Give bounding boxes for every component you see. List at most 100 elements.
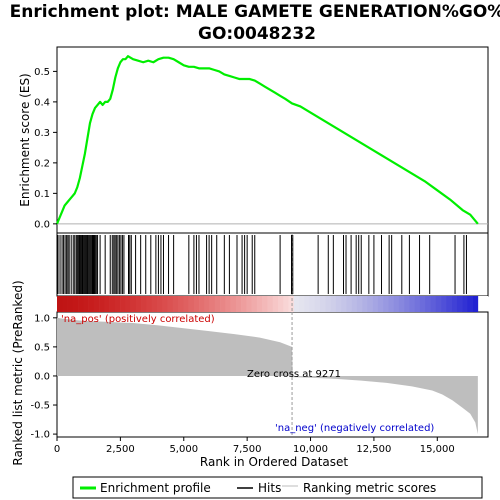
colorbar-segment <box>304 296 310 312</box>
colorbar-segment <box>467 296 473 312</box>
colorbar-segment <box>356 296 363 312</box>
enrichment-profile-line <box>55 55 479 225</box>
es-y-tick-label: 0.5 <box>34 67 50 78</box>
colorbar-segment <box>277 296 284 312</box>
colorbar-segment <box>414 296 421 312</box>
colorbar-segment <box>130 296 137 312</box>
colorbar-segment <box>367 296 373 312</box>
colorbar-segment <box>62 296 68 312</box>
annotation-negative: 'na_neg' (negatively correlated) <box>275 423 434 434</box>
colorbar-segment <box>125 296 131 312</box>
colorbar-segment <box>209 296 216 312</box>
colorbar-segment <box>183 296 189 312</box>
colorbar-segment <box>193 296 200 312</box>
colorbar-segment <box>272 296 279 312</box>
es-y-tick-label: 0.2 <box>34 158 50 169</box>
colorbar-segment <box>72 296 79 312</box>
colorbar-segment <box>462 296 468 312</box>
colorbar-segment <box>293 296 300 312</box>
colorbar-segment <box>267 296 273 312</box>
colorbar-segment <box>177 296 184 312</box>
colorbar-segment <box>225 296 231 312</box>
annotation-zero-cross: Zero cross at 9271 <box>247 369 341 380</box>
colorbar-segment <box>67 296 74 312</box>
colorbar-segment <box>167 296 174 312</box>
colorbar-segment <box>451 296 458 312</box>
colorbar-segment <box>351 296 358 312</box>
colorbar-segment <box>404 296 410 312</box>
metric-y-tick-label: 0.0 <box>34 371 50 382</box>
colorbar-segment <box>251 296 258 312</box>
colorbar-segment <box>78 296 84 312</box>
colorbar-segment <box>88 296 95 312</box>
es-y-tick-label: 0.3 <box>34 128 50 139</box>
colorbar-segment <box>156 296 163 312</box>
colorbar-segment <box>472 296 479 312</box>
colorbar-segment <box>362 296 368 312</box>
colorbar-segment <box>235 296 242 312</box>
legend-label-metric: Ranking metric scores <box>303 481 436 495</box>
x-tick-label: 12,500 <box>356 444 391 455</box>
metric-y-tick-label: -1.0 <box>30 430 50 441</box>
x-tick-label: 2,500 <box>106 444 135 455</box>
colorbar-segment <box>372 296 379 312</box>
colorbar-segment <box>430 296 437 312</box>
colorbar-segment <box>283 296 289 312</box>
colorbar-segment <box>441 296 447 312</box>
colorbar-segment <box>114 296 121 312</box>
colorbar-segment <box>409 296 416 312</box>
colorbar-segment <box>146 296 152 312</box>
legend-label-hits: Hits <box>258 481 281 495</box>
metric-y-tick-label: -0.5 <box>30 401 50 412</box>
colorbar-segment <box>388 296 394 312</box>
x-axis-label: Rank in Ordered Dataset <box>200 455 348 469</box>
colorbar-segment <box>188 296 195 312</box>
axes-ticks: 0.0 0.1 0.2 0.3 0.4 0.5 1.0 0.5 0.0 -0.5 -1.0 0 2,50… <box>30 67 454 455</box>
es-y-axis-label: Enrichment score (ES) <box>18 73 32 206</box>
x-tick-label: 7,500 <box>233 444 262 455</box>
colorbar-segment <box>141 296 147 312</box>
ranking-metric-fill <box>57 317 478 435</box>
colorbar-segment <box>83 296 89 312</box>
colorbar-segment <box>325 296 331 312</box>
colorbar-segment <box>109 296 116 312</box>
colorbar-segment <box>435 296 442 312</box>
colorbar-segment <box>230 296 237 312</box>
metric-y-tick-label: 1.0 <box>34 313 50 324</box>
enrichment-profile-layer <box>55 55 488 225</box>
chart-title-line1: Enrichment plot: MALE GAMETE GENERATION%… <box>10 2 500 22</box>
metric-y-tick-label: 0.5 <box>34 342 50 353</box>
colorbar-segment <box>398 296 405 312</box>
legend-box <box>72 476 483 499</box>
colorbar-segment <box>99 296 105 312</box>
colorbar-segment <box>120 296 126 312</box>
legend-label-enrichment: Enrichment profile <box>100 481 211 495</box>
colorbar-segment <box>330 296 337 312</box>
colorbar-segment <box>214 296 221 312</box>
colorbar-segment <box>425 296 431 312</box>
hits-panel-frame <box>56 232 489 297</box>
colorbar-segment <box>314 296 321 312</box>
colorbar-segment <box>204 296 210 312</box>
colorbar-segment <box>393 296 400 312</box>
colorbar-segment <box>135 296 142 312</box>
colorbar-segment <box>298 296 305 312</box>
colorbar-segment <box>104 296 110 312</box>
es-y-tick-label: 0.0 <box>34 219 50 230</box>
colorbar-segment <box>419 296 426 312</box>
colorbar-segment <box>93 296 100 312</box>
colorbar-segment <box>151 296 158 312</box>
hit-marks <box>57 235 467 294</box>
colorbar-segment <box>256 296 263 312</box>
colorbar-segment <box>288 296 295 312</box>
colorbar-segment <box>241 296 247 312</box>
es-y-tick-label: 0.1 <box>34 189 50 200</box>
colorbar-segment <box>456 296 463 312</box>
x-tick-label: 10,000 <box>293 444 328 455</box>
chart-title-line2: GO:0048232 <box>198 24 316 44</box>
colorbar-segment <box>320 296 326 312</box>
colorbar-segment <box>309 296 316 312</box>
ranking-metric-area <box>57 233 478 437</box>
colorbar-segment <box>262 296 268 312</box>
